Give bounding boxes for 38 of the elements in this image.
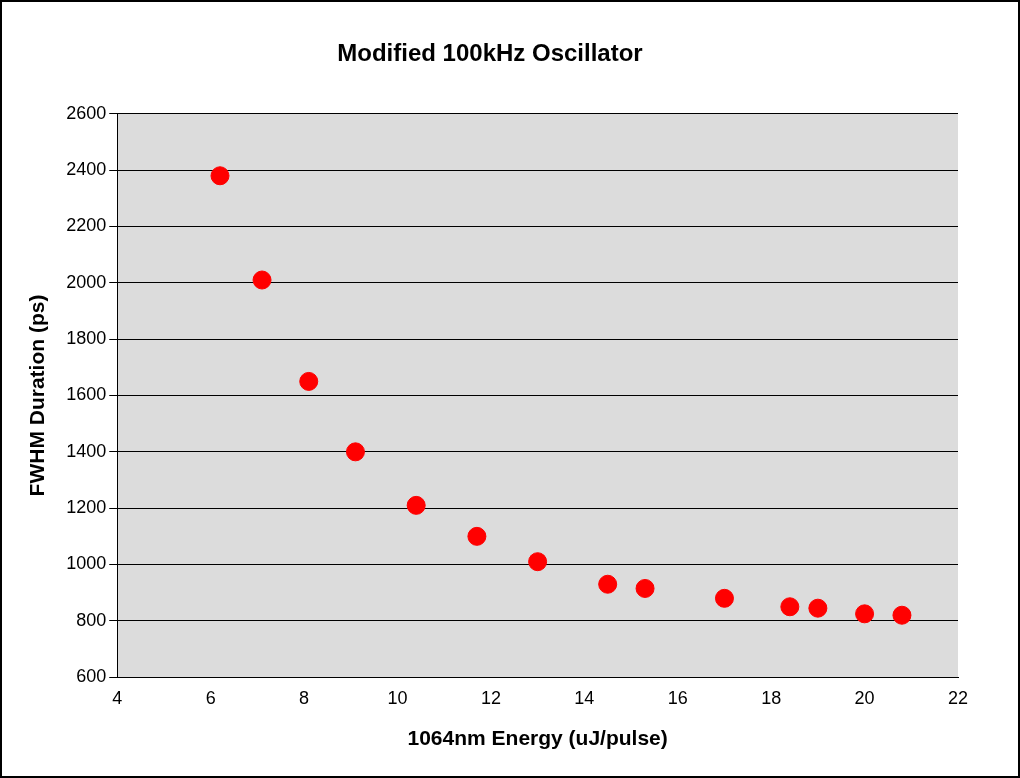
x-axis-title: 1064nm Energy (uJ/pulse): [407, 726, 668, 750]
x-tick-label: 4: [112, 687, 123, 708]
point: [299, 371, 319, 391]
point: [808, 598, 828, 618]
x-tick-label: 8: [299, 687, 310, 708]
point: [855, 604, 875, 624]
point: [528, 552, 548, 572]
y-tick-label: 1800: [66, 328, 107, 349]
point: [406, 495, 426, 515]
y-tick-label: 1400: [66, 440, 107, 461]
point: [714, 588, 734, 608]
chart-title: Modified 100kHz Oscillator: [337, 39, 643, 67]
y-tick-label: 600: [76, 666, 107, 687]
x-tick-label: 16: [667, 687, 688, 708]
x-tick-label: 14: [574, 687, 595, 708]
y-tick-label: 2000: [66, 271, 107, 292]
y-axis-title: FWHM Duration (ps): [25, 294, 49, 497]
y-tick-label: 1000: [66, 553, 107, 574]
y-tick-label: 1200: [66, 497, 107, 518]
point: [635, 578, 655, 598]
y-tick-label: 2600: [66, 102, 107, 123]
point: [780, 597, 800, 617]
y-tick-label: 2400: [66, 159, 107, 180]
x-tick-label: 12: [480, 687, 501, 708]
x-tick-label: 10: [387, 687, 408, 708]
x-tick-label: 18: [761, 687, 782, 708]
x-tick-label: 6: [205, 687, 216, 708]
y-tick-label: 1600: [66, 384, 107, 405]
point: [345, 442, 365, 462]
point: [210, 166, 230, 186]
x-tick-label: 22: [947, 687, 969, 708]
point: [892, 605, 912, 625]
point: [467, 526, 487, 546]
x-tick-label: 20: [854, 687, 875, 708]
y-tick-label: 2200: [66, 215, 107, 236]
point: [598, 574, 618, 594]
y-tick-label: 800: [76, 609, 107, 630]
point: [252, 270, 272, 290]
